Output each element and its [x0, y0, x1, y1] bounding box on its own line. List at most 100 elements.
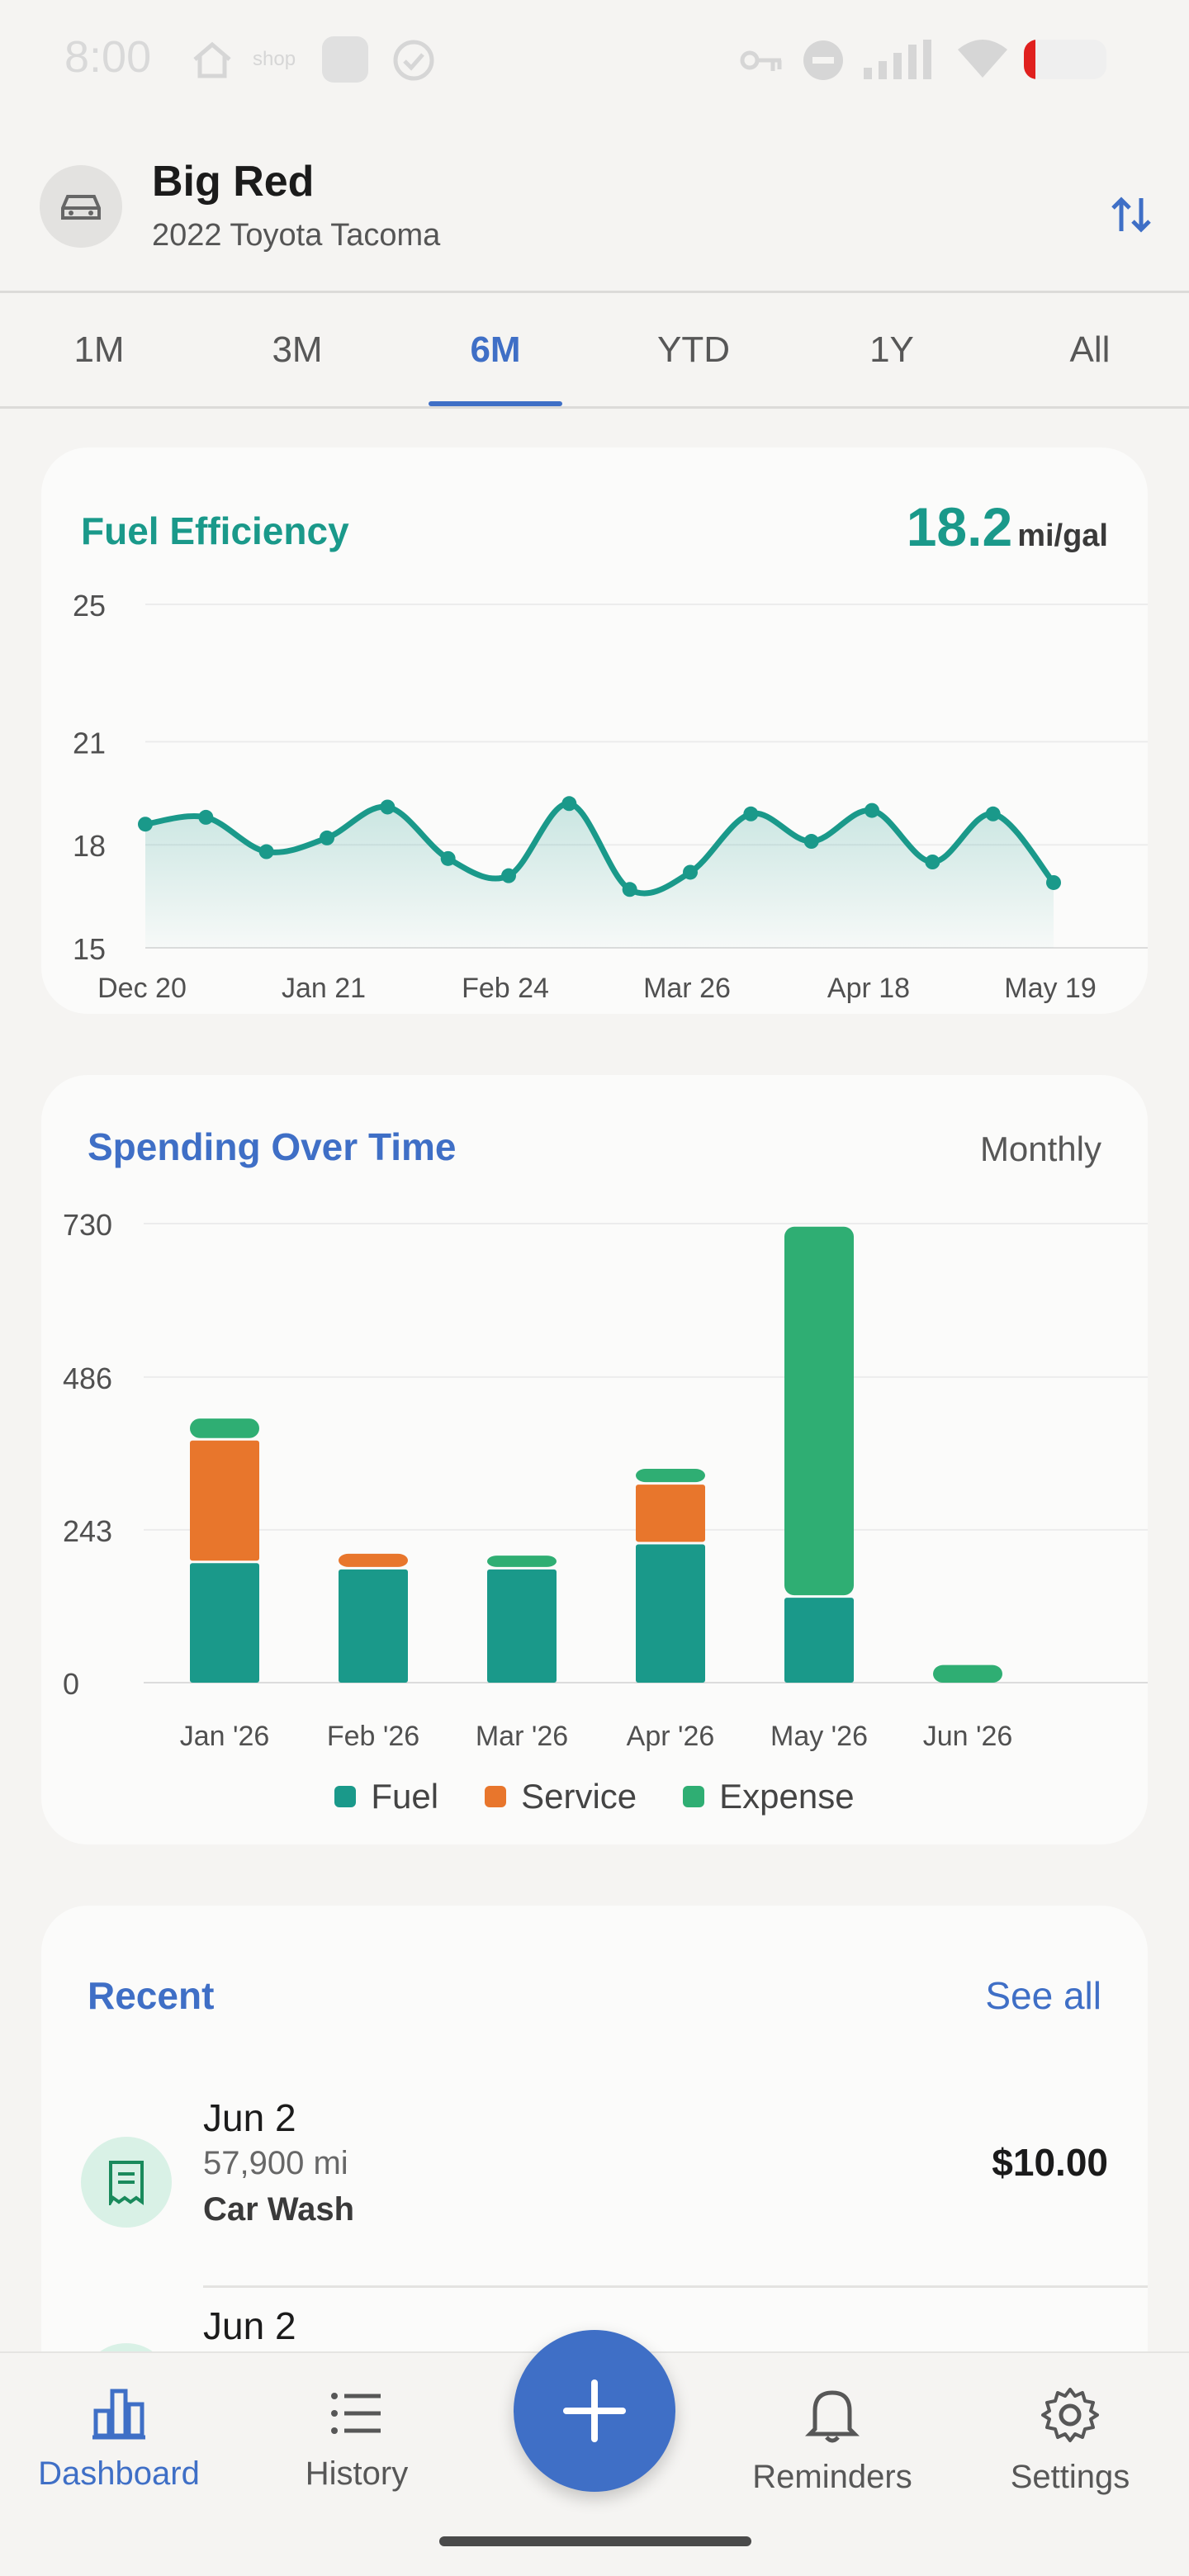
x-tick-label: Feb 24	[462, 973, 549, 1004]
fuel-point	[258, 844, 274, 859]
fuel-point	[865, 803, 879, 818]
tab-all[interactable]: All	[1069, 329, 1111, 370]
fuel-line	[144, 800, 1056, 897]
bar-fuel	[487, 1569, 557, 1683]
add-entry-button[interactable]	[514, 2330, 675, 2492]
x-tick-label: Jan 21	[282, 973, 366, 1004]
fuel-point	[925, 855, 940, 869]
vehicle-header[interactable]: Big Red 2022 Toyota Tacoma	[0, 132, 1189, 292]
y-tick-label: 25	[73, 589, 106, 623]
legend-label-fuel: Fuel	[371, 1777, 439, 1816]
x-tick-label: Jan '26	[180, 1721, 270, 1752]
fuel-efficiency-chart: 15 18 21 25 Dec 20 Jan 21 Feb 24 Mar 26 Apr 18 Ma…	[73, 589, 1148, 1004]
swap-vehicle-button[interactable]	[1098, 182, 1164, 248]
status-bar: 8:00 shop	[0, 0, 1189, 116]
tab-ytd[interactable]: YTD	[657, 329, 730, 370]
fuel-efficiency-number: 18.2	[906, 496, 1013, 557]
check-circle-icon	[393, 40, 434, 81]
vpn-key-icon	[740, 50, 782, 71]
fuel-efficiency-card[interactable]: Fuel Efficiency 18.2 mi/gal 15 18 21 25 Dec 2…	[41, 447, 1148, 1014]
bar-expense	[636, 1469, 705, 1483]
gear-icon	[1041, 2388, 1099, 2442]
tab-1m[interactable]: 1M	[73, 329, 125, 370]
spending-card[interactable]: Spending Over Time Monthly 0 243 486 730 Jan…	[41, 1075, 1148, 1844]
spending-chart: 0 243 486 730 Jan '26 Feb '26 Mar '26 Apr '26 Ma…	[63, 1208, 1148, 1752]
tab-3m[interactable]: 3M	[272, 329, 323, 370]
fuel-point	[561, 796, 577, 812]
status-time: 8:00	[64, 32, 152, 82]
fuel-area	[145, 803, 1054, 948]
receipt-icon	[81, 2137, 172, 2228]
bar-fuel	[339, 1569, 408, 1683]
list-item[interactable]: Jun 2 57,900 mi Car Wash $10.00	[41, 2087, 1148, 2294]
signal-icon	[864, 40, 931, 79]
fuel-point	[440, 850, 456, 866]
bar-expense	[190, 1418, 259, 1438]
fuel-point	[320, 830, 334, 845]
legend-swatch-fuel	[334, 1786, 357, 1807]
x-tick-label: Jun '26	[923, 1721, 1013, 1752]
x-tick-label: Mar '26	[476, 1721, 568, 1752]
shop-label: shop	[253, 48, 296, 70]
bar-service	[190, 1440, 259, 1561]
tabs-divider	[0, 406, 1189, 409]
bar-fuel	[636, 1544, 705, 1683]
legend-item-expense: Expense	[683, 1777, 855, 1816]
legend-swatch-service	[485, 1786, 507, 1807]
recent-date: Jun 2	[203, 2096, 296, 2139]
y-tick-label: 21	[73, 726, 106, 760]
recent-amount: $10.00	[992, 2141, 1108, 2184]
fuel-point	[683, 864, 698, 880]
chart-legend: Fuel Service Expense	[41, 1777, 1148, 1816]
y-tick-label: 15	[73, 932, 106, 966]
nav-dashboard[interactable]: Dashboard	[36, 2386, 201, 2493]
bell-icon	[805, 2390, 860, 2443]
bar-fuel	[784, 1598, 854, 1683]
nav-label-settings: Settings	[1010, 2459, 1130, 2495]
tab-1y[interactable]: 1Y	[869, 329, 914, 370]
recent-title: Recent	[88, 1974, 215, 2017]
app-notification-icon	[322, 36, 368, 83]
list-divider	[203, 2285, 1148, 2288]
wifi-icon	[958, 40, 1007, 78]
y-tick-label: 730	[63, 1208, 112, 1242]
fuel-point	[501, 868, 516, 883]
bar-expense	[487, 1556, 557, 1567]
x-tick-label: Feb '26	[327, 1721, 419, 1752]
x-tick-label: Mar 26	[643, 973, 731, 1004]
y-tick-label: 486	[63, 1361, 112, 1395]
range-tabs: 1M 3M 6M YTD 1Y All	[0, 294, 1189, 406]
fuel-point	[1046, 874, 1061, 890]
home-indicator	[439, 2536, 751, 2546]
home-icon	[193, 41, 231, 78]
legend-label-service: Service	[521, 1777, 637, 1816]
header-divider	[0, 291, 1189, 293]
recent-odometer: 57,900 mi	[203, 2145, 348, 2181]
nav-settings[interactable]: Settings	[988, 2386, 1153, 2496]
nav-history[interactable]: History	[274, 2386, 439, 2493]
swap-vert-icon	[1111, 197, 1151, 233]
legend-swatch-expense	[683, 1786, 705, 1807]
y-tick-label: 243	[63, 1514, 112, 1548]
see-all-link[interactable]: See all	[985, 1974, 1101, 2017]
fuel-point	[622, 882, 637, 897]
bar-fuel	[190, 1563, 259, 1683]
recent-date: Jun 2	[203, 2304, 296, 2347]
spending-title: Spending Over Time	[88, 1125, 457, 1168]
y-tick-label: 0	[63, 1667, 79, 1701]
period-selector[interactable]: Monthly	[979, 1129, 1101, 1168]
fuel-point	[985, 806, 1001, 822]
nav-label-reminders: Reminders	[752, 2459, 912, 2495]
legend-label-expense: Expense	[719, 1777, 855, 1816]
vehicle-name: Big Red	[152, 158, 315, 206]
x-tick-label: Dec 20	[97, 973, 187, 1004]
tab-6m[interactable]: 6M	[396, 294, 594, 406]
bar-service	[339, 1553, 408, 1567]
do-not-disturb-icon	[803, 40, 843, 80]
plus-icon	[563, 2379, 626, 2442]
car-icon	[40, 165, 122, 248]
nav-reminders[interactable]: Reminders	[750, 2386, 915, 2496]
recent-category: Car Wash	[203, 2191, 355, 2228]
bar-chart-icon	[92, 2389, 145, 2440]
nav-label-dashboard: Dashboard	[38, 2455, 200, 2492]
